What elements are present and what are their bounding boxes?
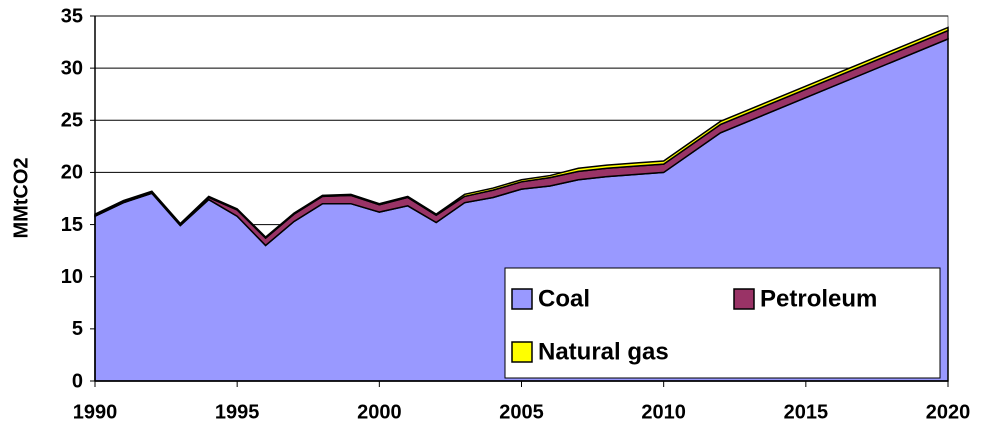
y-tick-label: 20 (61, 162, 83, 184)
y-tick-label: 30 (61, 57, 83, 79)
legend-swatch (511, 341, 533, 363)
x-tick-label: 1995 (215, 401, 260, 423)
legend-swatch (733, 288, 755, 310)
x-tick-label: 2010 (641, 401, 686, 423)
x-tick-label: 2000 (357, 401, 402, 423)
y-tick-label: 10 (61, 266, 83, 288)
y-tick-label: 0 (72, 370, 83, 392)
x-tick-label: 2005 (499, 401, 544, 423)
legend-box (504, 267, 941, 379)
x-tick-label: 2020 (926, 401, 971, 423)
area (94, 26, 949, 240)
legend-label: Petroleum (760, 285, 877, 312)
y-tick-label: 15 (61, 214, 83, 236)
y-tick-label: 25 (61, 110, 83, 132)
y-tick-label: 35 (61, 5, 83, 27)
legend-label: Coal (538, 285, 590, 312)
x-tick-label: 2015 (784, 401, 829, 423)
x-tick-label: 1990 (73, 401, 118, 423)
legend-swatch (511, 288, 533, 310)
y-tick-label: 5 (72, 318, 83, 340)
legend: Coal Petroleum Natural gas (504, 267, 941, 379)
y-axis-label: MMtCO2 (10, 157, 32, 238)
legend-label: Natural gas (538, 338, 669, 365)
